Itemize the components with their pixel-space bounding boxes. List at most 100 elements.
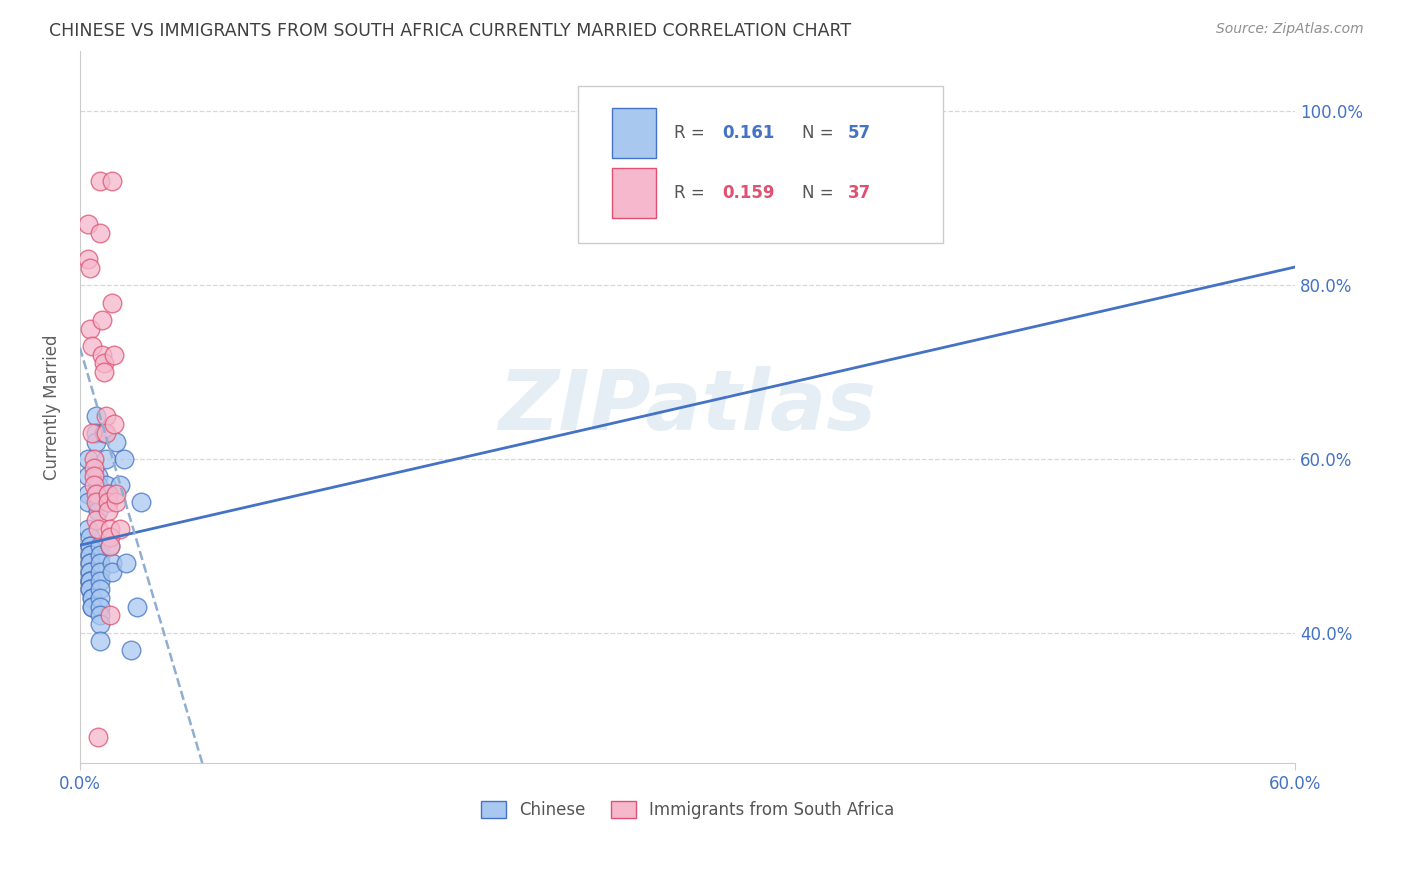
Point xyxy=(87,504,110,518)
Point xyxy=(98,530,121,544)
Point xyxy=(80,425,103,440)
Point xyxy=(89,565,111,579)
Point xyxy=(89,617,111,632)
Point xyxy=(89,582,111,597)
Point xyxy=(97,495,120,509)
Point xyxy=(79,548,101,562)
Point xyxy=(80,339,103,353)
Point xyxy=(87,730,110,744)
Point xyxy=(79,539,101,553)
Point xyxy=(89,599,111,614)
Point xyxy=(91,348,114,362)
Text: CHINESE VS IMMIGRANTS FROM SOUTH AFRICA CURRENTLY MARRIED CORRELATION CHART: CHINESE VS IMMIGRANTS FROM SOUTH AFRICA … xyxy=(49,22,852,40)
Point xyxy=(129,495,152,509)
Text: 0.161: 0.161 xyxy=(723,124,775,142)
Point xyxy=(105,495,128,509)
Point xyxy=(105,434,128,449)
Point xyxy=(89,591,111,605)
Point xyxy=(83,478,105,492)
Point xyxy=(101,174,124,188)
Point xyxy=(110,522,132,536)
Point xyxy=(87,522,110,536)
Text: N =: N = xyxy=(801,184,838,202)
Point xyxy=(96,452,118,467)
Point xyxy=(89,539,111,553)
Point xyxy=(83,452,105,467)
Point xyxy=(87,469,110,483)
Point xyxy=(96,409,118,423)
Point xyxy=(79,556,101,570)
Point xyxy=(96,425,118,440)
Text: ZIPatlas: ZIPatlas xyxy=(499,367,876,448)
Point xyxy=(103,417,125,432)
Text: R =: R = xyxy=(673,184,710,202)
Point xyxy=(101,565,124,579)
Point xyxy=(79,322,101,336)
Point xyxy=(103,348,125,362)
Point xyxy=(105,487,128,501)
Point xyxy=(84,409,107,423)
Text: Source: ZipAtlas.com: Source: ZipAtlas.com xyxy=(1216,22,1364,37)
Text: 37: 37 xyxy=(848,184,872,202)
Point xyxy=(91,313,114,327)
Text: 0.159: 0.159 xyxy=(723,184,775,202)
Point xyxy=(84,495,107,509)
Text: 57: 57 xyxy=(848,124,870,142)
Point xyxy=(89,556,111,570)
Text: N =: N = xyxy=(801,124,838,142)
Point xyxy=(89,634,111,648)
Point xyxy=(79,556,101,570)
Point xyxy=(98,522,121,536)
Point xyxy=(84,487,107,501)
Point xyxy=(79,565,101,579)
Bar xyxy=(612,169,655,219)
Point xyxy=(89,574,111,588)
Point xyxy=(77,522,100,536)
Point xyxy=(84,434,107,449)
Point xyxy=(79,574,101,588)
Point xyxy=(79,574,101,588)
Point xyxy=(112,452,135,467)
Point xyxy=(96,478,118,492)
Text: R =: R = xyxy=(673,124,710,142)
Point xyxy=(80,599,103,614)
Point xyxy=(101,295,124,310)
Bar xyxy=(612,108,655,158)
Point xyxy=(77,469,100,483)
Point xyxy=(77,495,100,509)
Point xyxy=(83,469,105,483)
Y-axis label: Currently Married: Currently Married xyxy=(44,334,60,480)
Point xyxy=(79,530,101,544)
Point xyxy=(79,548,101,562)
Point xyxy=(80,599,103,614)
Point xyxy=(93,365,115,379)
Point xyxy=(115,556,138,570)
Point xyxy=(79,260,101,275)
Point xyxy=(77,452,100,467)
Point xyxy=(89,548,111,562)
Point xyxy=(77,252,100,267)
Point xyxy=(98,539,121,553)
Point xyxy=(89,608,111,623)
Point xyxy=(120,643,142,657)
Point xyxy=(84,513,107,527)
FancyBboxPatch shape xyxy=(578,87,942,243)
Point xyxy=(87,487,110,501)
Point xyxy=(97,487,120,501)
Point xyxy=(97,487,120,501)
Point xyxy=(97,504,120,518)
Point xyxy=(89,174,111,188)
Point xyxy=(83,460,105,475)
Point xyxy=(79,582,101,597)
Point xyxy=(79,574,101,588)
Point xyxy=(77,487,100,501)
Point xyxy=(89,226,111,240)
Point xyxy=(97,495,120,509)
Point xyxy=(80,591,103,605)
Point xyxy=(87,478,110,492)
Point xyxy=(84,425,107,440)
Point xyxy=(93,356,115,370)
Point xyxy=(79,539,101,553)
Point xyxy=(101,556,124,570)
Point xyxy=(77,218,100,232)
